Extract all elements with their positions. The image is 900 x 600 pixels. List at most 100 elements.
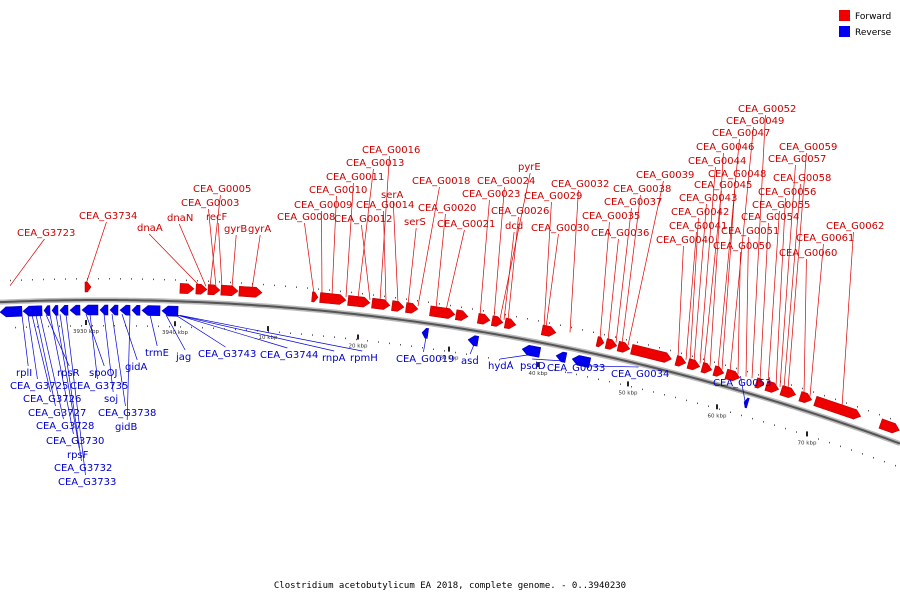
tick-label: 10 kbp (259, 335, 278, 341)
reverse-gene-label: CEA_G3730 (46, 436, 104, 447)
reverse-gene-arrow (743, 397, 750, 409)
forward-gene-label: serA (381, 190, 403, 201)
reverse-gene-label: gidB (115, 422, 137, 433)
reverse-gene-label: CEA_G0033 (547, 363, 605, 374)
forward-gene-arrow (674, 355, 687, 367)
minor-tick-top (538, 320, 539, 322)
minor-tick-bottom (301, 333, 302, 335)
forward-leader-line (208, 208, 217, 287)
forward-gene-label: CEA_G0026 (491, 206, 549, 217)
minor-tick-bottom (202, 327, 203, 329)
reverse-leader-line (740, 375, 747, 407)
forward-leader-line (779, 164, 796, 387)
minor-tick-top (208, 280, 209, 282)
forward-leader-line (703, 190, 722, 365)
minor-tick-bottom (895, 464, 896, 467)
minor-tick-top (186, 279, 187, 282)
reverse-leader-line (423, 337, 427, 353)
minor-tick-bottom (840, 445, 841, 448)
forward-gene-label: CEA_G0046 (696, 142, 754, 153)
forward-leader-line (809, 243, 824, 397)
reverse-leader-line (85, 313, 105, 367)
minor-tick-bottom (26, 326, 27, 328)
forward-gene-label: CEA_G0003 (181, 198, 239, 209)
minor-tick-bottom (15, 326, 16, 329)
forward-gene-arrow (813, 395, 862, 420)
forward-gene-label: CEA_G0056 (758, 187, 816, 198)
minor-tick-top (791, 384, 792, 386)
minor-tick-bottom (279, 331, 280, 334)
scale-ticks: 3930 kbp 3940 kbp 10 kbp 20 kbp 30 kbp 40 kbp… (10, 278, 896, 467)
reverse-gene-label: asd (461, 356, 479, 367)
forward-leader-line (745, 236, 749, 377)
gene-arrows (0, 281, 900, 434)
forward-leader-line (383, 210, 387, 302)
forward-leader-line (503, 231, 515, 320)
minor-tick-bottom (829, 441, 830, 444)
forward-gene-arrow (220, 284, 239, 297)
forward-gene-label: CEA_G0005 (193, 184, 251, 195)
forward-gene-label: CEA_G0048 (708, 169, 766, 180)
forward-gene-arrow (712, 365, 725, 377)
forward-gene-label: CEA_G0023 (462, 189, 520, 200)
forward-gene-label: CEA_G0012 (334, 214, 392, 225)
reverse-gene-label: CEA_G3727 (28, 408, 86, 419)
reverse-gene-arrow (521, 345, 542, 358)
minor-tick-top (615, 336, 616, 338)
reverse-leader-line (59, 314, 82, 462)
forward-leader-line (178, 223, 207, 287)
minor-tick-bottom (433, 348, 434, 350)
minor-tick-bottom (103, 325, 104, 327)
minor-tick-bottom (114, 325, 115, 327)
forward-leader-line (737, 251, 741, 375)
minor-tick-top (483, 310, 484, 312)
forward-gene-label: dcd (505, 221, 523, 232)
forward-gene-label: CEA_G0061 (796, 233, 854, 244)
minor-tick-bottom (312, 334, 313, 336)
map-caption: Clostridium acetobutylicum EA 2018, comp… (274, 581, 626, 591)
forward-gene-arrow (347, 295, 371, 308)
minor-tick-bottom (543, 367, 544, 369)
forward-leader-line (569, 189, 579, 333)
minor-tick-top (285, 285, 286, 287)
minor-tick-top (659, 347, 660, 349)
reverse-gene-label: CEA_G3743 (198, 349, 256, 360)
major-tick (85, 320, 87, 325)
minor-tick-top (21, 279, 22, 281)
minor-tick-top (516, 315, 517, 318)
reverse-gene-label: jag (175, 352, 191, 363)
reverse-gene-label: trmE (145, 348, 169, 359)
forward-leader-line (493, 186, 505, 319)
forward-leader-line (407, 227, 417, 305)
forward-gene-arrow (503, 317, 517, 330)
minor-tick-bottom (576, 373, 577, 376)
forward-leader-line (841, 231, 854, 408)
reverse-gene-arrow (421, 327, 429, 339)
reverse-gene-label: CEA_G3735 (70, 381, 128, 392)
forward-leader-line (709, 152, 724, 367)
minor-tick-top (736, 367, 737, 370)
forward-gene-arrow (179, 283, 195, 294)
minor-tick-top (296, 286, 297, 288)
forward-leader-line (209, 194, 221, 287)
minor-tick-bottom (290, 332, 291, 334)
forward-gene-label: CEA_G0049 (726, 116, 784, 127)
minor-tick-bottom (708, 405, 709, 407)
minor-tick-top (758, 374, 759, 376)
forward-leader-line (751, 114, 766, 379)
reverse-gene-label: gidA (125, 362, 147, 373)
reverse-leader-line (126, 314, 131, 421)
reverse-gene-arrow (0, 306, 23, 318)
reverse-gene-arrow (69, 304, 81, 316)
minor-tick-bottom (92, 325, 93, 327)
forward-gene-label: CEA_G0047 (712, 128, 770, 139)
forward-gene-label: CEA_G0042 (671, 207, 729, 218)
minor-tick-bottom (488, 357, 489, 359)
legend-swatch (839, 26, 850, 37)
forward-leader-line (479, 199, 490, 316)
forward-gene-arrow (540, 324, 557, 337)
reverse-leader-line (65, 314, 86, 476)
minor-tick-bottom (268, 330, 269, 333)
forward-gene-label: CEA_G0032 (551, 179, 609, 190)
